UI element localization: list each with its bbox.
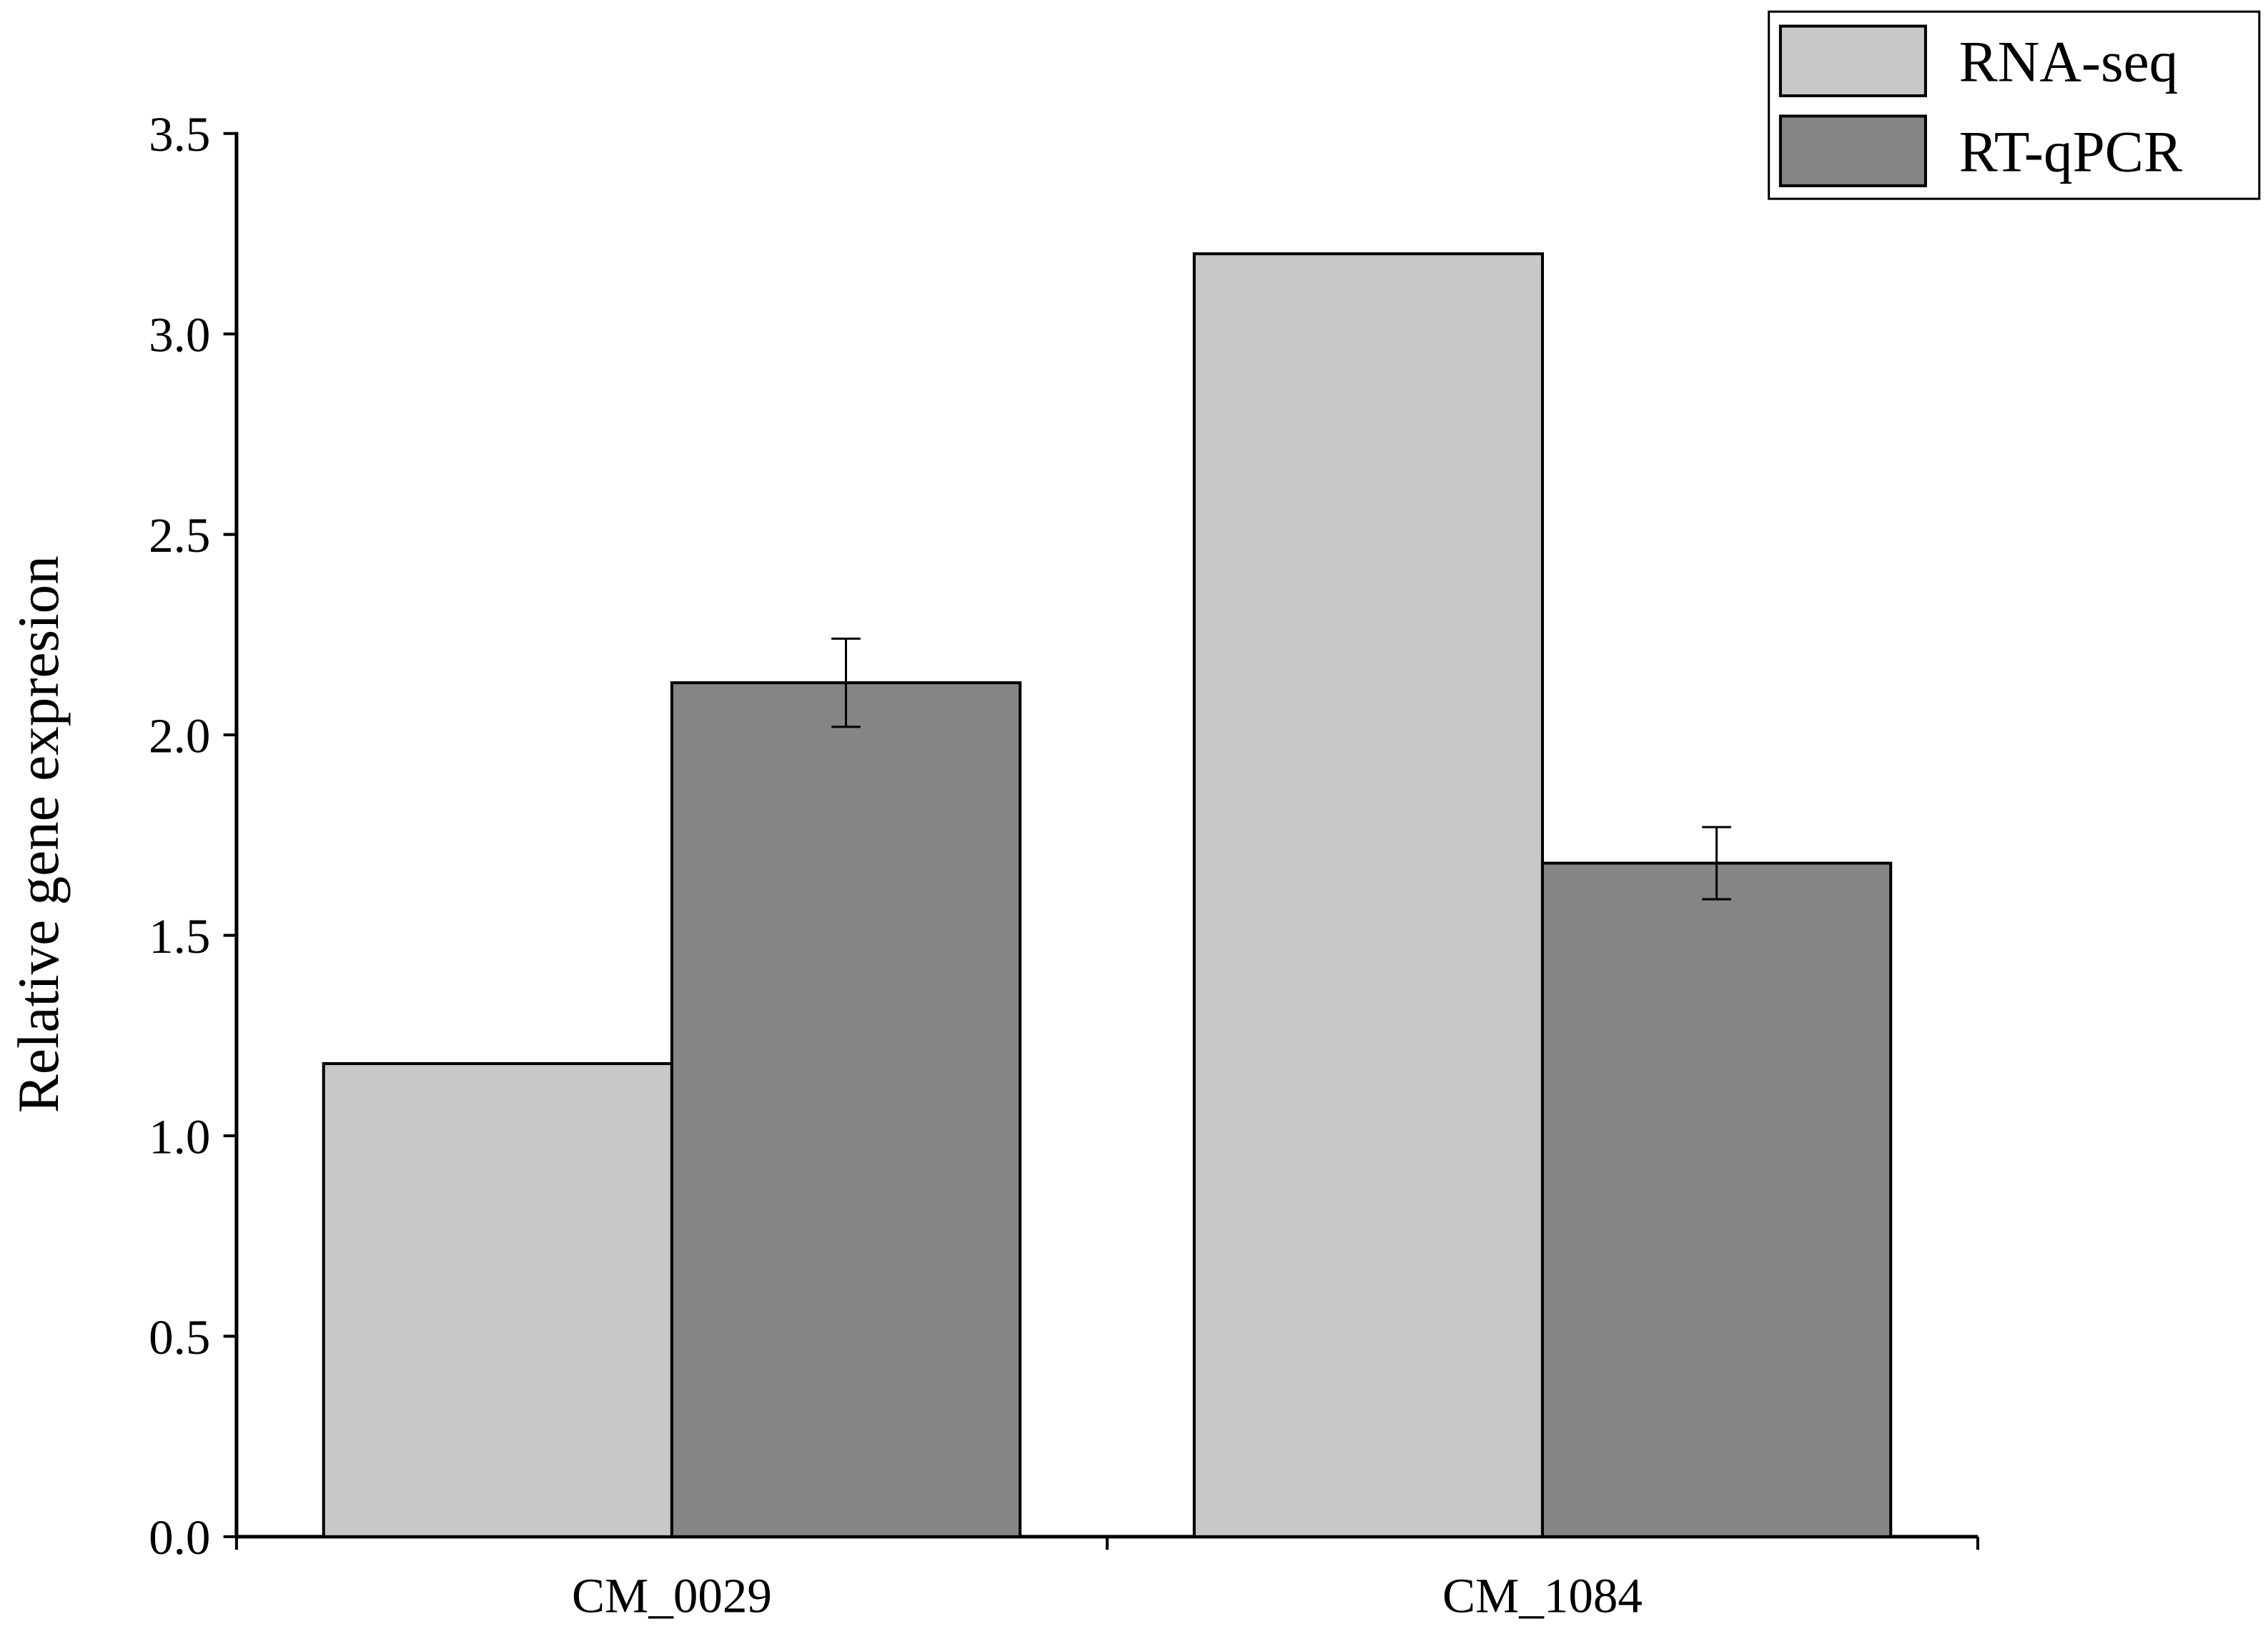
- legend-swatch: [1778, 114, 1927, 187]
- x-tick-label: CM_1084: [1442, 1568, 1643, 1623]
- y-tick-label: 1.0: [149, 1109, 210, 1164]
- bar: [1540, 861, 1893, 1538]
- y-tick-label: 3.0: [149, 307, 210, 362]
- y-tick-label: 2.0: [149, 708, 210, 763]
- y-tick-label: 0.0: [149, 1510, 210, 1565]
- x-tick-label: CM_0029: [572, 1568, 772, 1623]
- bar: [670, 681, 1022, 1538]
- legend-label: RNA-seq: [1959, 30, 2179, 94]
- error-bar: [1702, 826, 1731, 901]
- bar: [322, 1061, 673, 1538]
- y-tick-label: 2.5: [149, 507, 210, 563]
- bar: [1192, 252, 1544, 1538]
- y-tick-label: 3.5: [149, 107, 210, 162]
- y-tick-label: 1.5: [149, 908, 210, 964]
- error-bar: [831, 637, 861, 728]
- legend-swatch: [1778, 24, 1927, 98]
- y-tick-label: 0.5: [149, 1309, 210, 1365]
- y-axis-label: Relative gene expresion: [6, 555, 71, 1113]
- legend-label: RT-qPCR: [1959, 120, 2183, 184]
